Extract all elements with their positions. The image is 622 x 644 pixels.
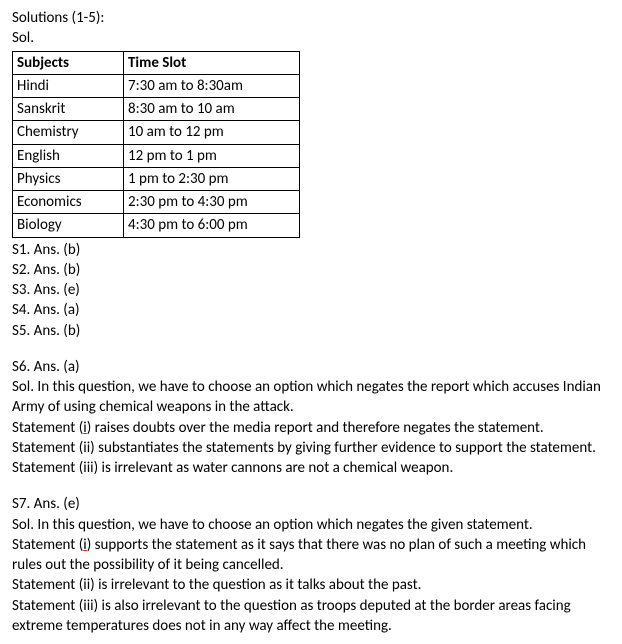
text: ) raises doubts over the media report an… (87, 419, 544, 437)
answer-line: S5. Ans. (b) (12, 321, 610, 341)
s6-stmt-iii: Statement (iii) is irrelevant as water c… (12, 458, 610, 478)
cell-timeslot: 12 pm to 1 pm (124, 144, 300, 167)
s6-sol-line: Sol. In this question, we have to choose… (12, 377, 610, 418)
table-row: Economics 2:30 pm to 4:30 pm (13, 191, 300, 214)
text: Statement ( (12, 419, 83, 437)
answer-line: S1. Ans. (b) (12, 240, 610, 260)
cell-timeslot: 4:30 pm to 6:00 pm (124, 214, 300, 237)
solutions-header: Solutions (1-5): (12, 8, 610, 28)
table-row: Sanskrit 8:30 am to 10 am (13, 98, 300, 121)
col-header-timeslot: Time Slot (124, 51, 300, 74)
s6-stmt-ii: Statement (ii) substantiates the stateme… (12, 438, 610, 458)
s7-sol-line: Sol. In this question, we have to choose… (12, 515, 610, 535)
cell-timeslot: 7:30 am to 8:30am (124, 74, 300, 97)
answer-line: S2. Ans. (b) (12, 260, 610, 280)
table-row: Physics 1 pm to 2:30 pm (13, 167, 300, 190)
cell-subject: Physics (13, 167, 124, 190)
text: ) supports the statement as it says that… (12, 536, 586, 574)
cell-subject: Chemistry (13, 121, 124, 144)
s6-heading: S6. Ans. (a) (12, 357, 610, 377)
s7-block: S7. Ans. (e) Sol. In this question, we h… (12, 494, 610, 636)
cell-subject: Biology (13, 214, 124, 237)
cell-subject: English (13, 144, 124, 167)
col-header-subjects: Subjects (13, 51, 124, 74)
s7-stmt-ii: Statement (ii) is irrelevant to the ques… (12, 575, 610, 595)
cell-timeslot: 10 am to 12 pm (124, 121, 300, 144)
cell-subject: Economics (13, 191, 124, 214)
table-row: Chemistry 10 am to 12 pm (13, 121, 300, 144)
cell-timeslot: 2:30 pm to 4:30 pm (124, 191, 300, 214)
table-row: Hindi 7:30 am to 8:30am (13, 74, 300, 97)
sol-label: Sol. (12, 28, 610, 48)
s6-stmt-i: Statement (i) raises doubts over the med… (12, 418, 610, 438)
cell-timeslot: 1 pm to 2:30 pm (124, 167, 300, 190)
timetable: Subjects Time Slot Hindi 7:30 am to 8:30… (12, 51, 300, 238)
text: Statement ( (12, 536, 83, 554)
answer-line: S4. Ans. (a) (12, 300, 610, 320)
s6-block: S6. Ans. (a) Sol. In this question, we h… (12, 357, 610, 479)
s7-heading: S7. Ans. (e) (12, 494, 610, 514)
s7-stmt-i: Statement (i) supports the statement as … (12, 535, 610, 576)
answer-line: S3. Ans. (e) (12, 280, 610, 300)
cell-subject: Hindi (13, 74, 124, 97)
cell-timeslot: 8:30 am to 10 am (124, 98, 300, 121)
table-row: Biology 4:30 pm to 6:00 pm (13, 214, 300, 237)
table-row: English 12 pm to 1 pm (13, 144, 300, 167)
answers-list: S1. Ans. (b) S2. Ans. (b) S3. Ans. (e) S… (12, 240, 610, 341)
cell-subject: Sanskrit (13, 98, 124, 121)
s7-stmt-iii: Statement (iii) is also irrelevant to th… (12, 596, 610, 637)
